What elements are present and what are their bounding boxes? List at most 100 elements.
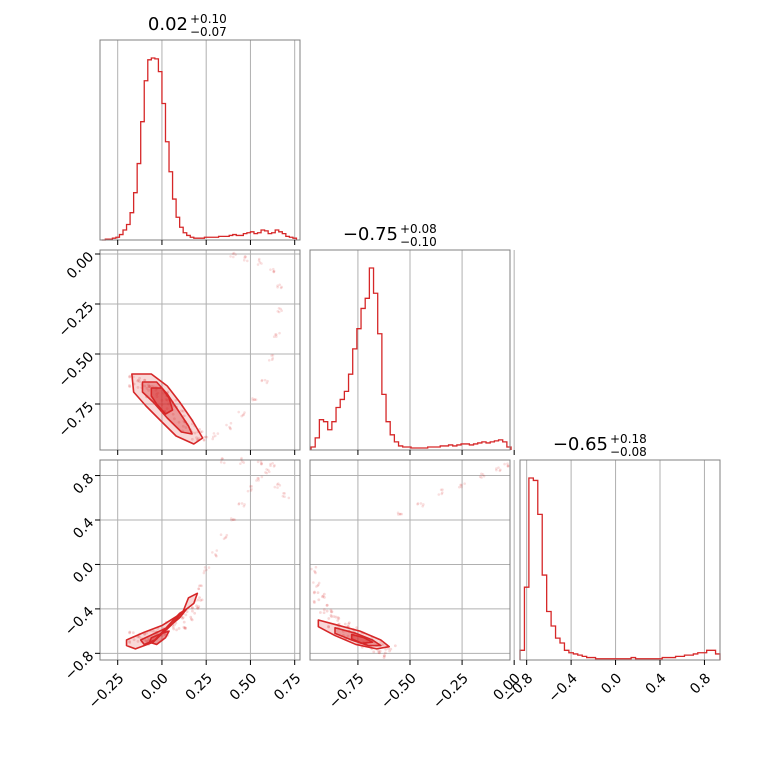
lower-1-0-scatter-point [231,255,235,259]
lower-2-1-scatter-point [459,483,462,487]
lower-2-0-scatter-point [189,615,193,619]
lower-2-0-scatter-point [184,626,188,630]
lower-1-0-scatter-point [190,437,194,441]
lower-2-1-scatter-point [419,502,423,505]
lower-2-0-scatter-point [250,487,253,491]
lower-2-1-scatter-point [310,567,313,571]
lower-2-0-scatter-point [225,533,229,537]
lower-2-1-scatter-point [439,488,443,492]
lower-2-1-scatter-point [325,603,329,607]
lower-2-0-scatter-point [260,462,264,465]
lower-2-1-scatter-point [343,622,347,626]
lower-1-0-scatter-point [242,258,246,262]
lower-2-1-scatter-point [322,595,326,599]
lower-1-0-scatter-point [242,413,246,416]
lower-2-0-scatter-point [132,638,136,642]
lower-1-0-scatter-point [271,356,275,360]
lower-2-1-scatter-point [384,647,388,651]
lower-2-1-scatter-point [312,581,315,584]
lower-2-1-scatter-point [336,616,340,620]
lower-2-0-scatter-point [183,626,187,630]
lower-2-1-scatter-point [336,619,340,622]
lower-2-0-scatter-point [197,587,200,591]
lower-2-0-scatter-points [128,456,291,646]
lower-1-0-scatter-point [174,398,178,402]
lower-2-0-scatter-point [175,628,178,632]
lower-2-1-scatter-point [463,482,466,485]
diag-2-x-tick-label: 0.8 [687,670,714,697]
lower-2-1-x-tick-label: −0.25 [430,670,472,712]
lower-1-0-scatter-point [275,333,278,336]
lower-2-0-x-tick-label: −0.25 [86,670,128,712]
lower-2-0-scatter-point [182,620,186,624]
lower-1-0-scatter-point [263,378,267,382]
lower-2-0-scatter-point [275,483,279,486]
lower-1-0-scatter-point [213,434,217,438]
lower-2-1-scatter-point [327,617,331,620]
lower-2-0-scatter-point [273,485,277,489]
lower-2-1-scatter-point [460,483,463,487]
lower-2-1-scatter-point [325,603,329,607]
lower-2-0-scatter-point [189,617,193,621]
lower-2-1-scatter-point [313,590,316,594]
diag-0-title: 0.02 [148,14,188,35]
lower-1-0-scatter-point [147,388,150,392]
lower-1-0-scatter-point [200,430,204,434]
lower-2-1-scatter-point [329,614,333,617]
diag-1-panel: −0.75 +0.08−0.10 [309,222,515,455]
diag-2-x-tick-label: 0.4 [643,670,670,697]
diag-2-title-upper-error: +0.18 [610,432,647,446]
lower-1-0-scatter-point [138,380,142,383]
diag-0-panel: 0.02 +0.10−0.07 [99,12,301,245]
lower-2-0-scatter-point [256,460,260,464]
lower-1-0-scatter-point [202,438,206,442]
lower-2-0-scatter-point [257,477,260,480]
lower-2-0-scatter-point [282,492,285,495]
lower-2-1-scatter-point [347,621,351,625]
lower-2-0-scatter-point [277,482,280,485]
lower-2-1-scatter-point [313,569,316,573]
lower-2-0-scatter-point [240,502,244,505]
lower-2-0-scatter-point [181,617,184,620]
lower-2-1-scatter-point [388,649,392,653]
lower-1-0-scatter-point [272,269,276,273]
lower-2-0-scatter-point [276,486,279,489]
lower-2-0-scatter-point [128,641,132,644]
lower-2-0-scatter-point [196,606,200,610]
lower-2-1-scatter-point [330,610,334,614]
lower-2-0-y-tick-label: 0.8 [70,471,97,498]
lower-1-0-scatter-point [211,437,215,441]
lower-2-1-scatter-point [506,464,510,468]
lower-2-0-scatter-point [191,609,194,613]
lower-2-0-scatter-point [195,604,198,608]
lower-2-0-scatter-point [287,496,291,500]
lower-2-0-scatter-point [143,632,146,636]
lower-2-0-scatter-point [147,637,150,641]
lower-2-0-scatter-point [205,568,208,572]
lower-1-0-scatter-point [267,358,271,362]
lower-1-0-scatter-point [138,376,142,380]
lower-2-0-contour-level-3 [148,630,170,646]
lower-2-0-scatter-point [239,462,242,465]
lower-1-0-scatter-point [211,435,215,439]
lower-1-0-scatter-point [258,261,262,264]
lower-1-0-scatter-point [257,259,261,262]
lower-2-0-scatter-point [199,584,202,587]
lower-1-0-scatter-point [272,270,275,273]
lower-2-0-scatter-point [128,631,131,635]
lower-2-1-scatter-point [372,650,376,654]
lower-2-0-scatter-point [257,479,260,482]
lower-1-0-scatter-point [182,414,186,418]
lower-2-1-scatter-point [314,565,318,569]
lower-1-0-scatter-point [143,378,146,382]
lower-1-0-scatter-point [229,421,233,425]
lower-2-1-scatter-point [318,611,322,614]
lower-2-0-scatter-point [197,587,201,591]
lower-2-0-x-tick-label: 0.25 [183,670,216,703]
lower-2-1-scatter-point [330,615,334,618]
lower-2-1-scatter-point [329,608,333,612]
lower-2-0-scatter-point [230,518,233,522]
lower-2-0-scatter-point [256,476,260,480]
lower-2-0-scatter-point [272,465,276,468]
lower-2-0-scatter-point [240,456,243,460]
